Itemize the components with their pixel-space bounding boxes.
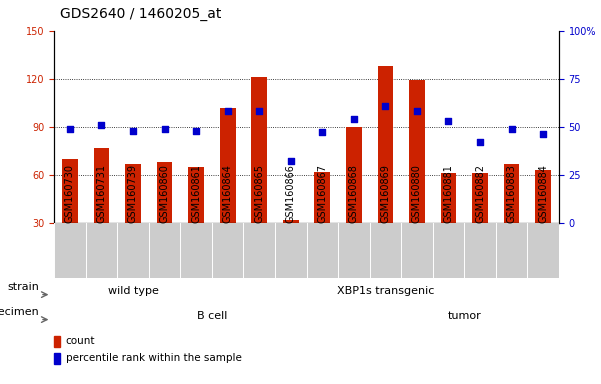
- Point: [380, 103, 390, 109]
- Point: [538, 131, 548, 137]
- Bar: [188, 167, 204, 223]
- Point: [349, 116, 359, 122]
- Text: wild type: wild type: [108, 286, 159, 296]
- Bar: [472, 173, 488, 223]
- Bar: [62, 159, 78, 223]
- Point: [160, 126, 169, 132]
- Text: specimen: specimen: [0, 307, 39, 317]
- Point: [254, 108, 264, 114]
- Text: GDS2640 / 1460205_at: GDS2640 / 1460205_at: [60, 7, 222, 21]
- Text: count: count: [66, 336, 95, 346]
- Bar: [283, 220, 299, 223]
- Point: [191, 127, 201, 134]
- Bar: [535, 170, 551, 223]
- Point: [128, 127, 138, 134]
- Bar: [251, 77, 267, 223]
- Bar: [504, 164, 519, 223]
- Point: [65, 126, 75, 132]
- Bar: [314, 172, 330, 223]
- Point: [444, 118, 453, 124]
- Text: strain: strain: [7, 282, 39, 292]
- Point: [223, 108, 233, 114]
- Bar: [54, 336, 59, 347]
- Text: XBP1s transgenic: XBP1s transgenic: [337, 286, 434, 296]
- Point: [412, 108, 422, 114]
- Point: [317, 129, 327, 136]
- Bar: [346, 127, 362, 223]
- Bar: [54, 353, 59, 364]
- Point: [507, 126, 516, 132]
- Point: [97, 122, 106, 128]
- Text: B cell: B cell: [197, 311, 227, 321]
- Bar: [409, 80, 425, 223]
- Point: [286, 158, 296, 164]
- Bar: [157, 162, 172, 223]
- Bar: [377, 66, 393, 223]
- Bar: [441, 173, 456, 223]
- Bar: [94, 147, 109, 223]
- Text: tumor: tumor: [447, 311, 481, 321]
- Bar: [125, 164, 141, 223]
- Bar: [220, 108, 236, 223]
- Text: percentile rank within the sample: percentile rank within the sample: [66, 353, 242, 363]
- Point: [475, 139, 485, 145]
